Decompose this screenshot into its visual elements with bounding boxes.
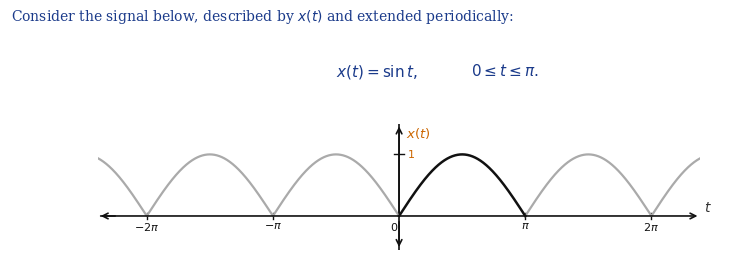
Text: $-2\pi$: $-2\pi$: [134, 221, 160, 233]
Text: $1$: $1$: [407, 148, 415, 160]
Text: $2\pi$: $2\pi$: [644, 221, 660, 233]
Text: Consider the signal below, described by $x(t)$ and extended periodically:: Consider the signal below, described by …: [11, 8, 514, 26]
Text: $0 \leq t \leq \pi.$: $0 \leq t \leq \pi.$: [471, 63, 538, 79]
Text: $\pi$: $\pi$: [521, 221, 529, 231]
Text: $0$: $0$: [390, 221, 398, 233]
Text: $t$: $t$: [703, 201, 712, 215]
Text: $x(t)$: $x(t)$: [407, 127, 431, 141]
Text: $x(t) = \sin t,$: $x(t) = \sin t,$: [336, 63, 417, 81]
Text: $-\pi$: $-\pi$: [264, 221, 282, 231]
